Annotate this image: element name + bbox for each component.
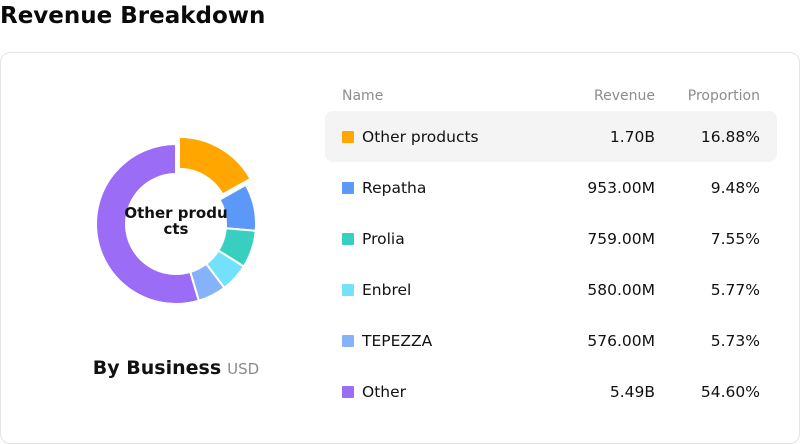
donut-chart bbox=[95, 135, 257, 305]
table-row[interactable]: Prolia 759.00M 7.55% bbox=[325, 213, 777, 264]
revenue-card: Other products By Business USD Name Reven… bbox=[0, 52, 800, 444]
chart-subtitle: By Business USD bbox=[1, 357, 351, 379]
row-name: Repatha bbox=[362, 178, 427, 197]
donut-slice-other[interactable] bbox=[95, 142, 201, 305]
legend-swatch bbox=[342, 283, 354, 296]
breakdown-table: Name Revenue Proportion Other products 1.… bbox=[325, 81, 777, 417]
legend-swatch bbox=[342, 334, 354, 347]
row-highlight bbox=[325, 111, 777, 162]
table-row[interactable]: TEPEZZA 576.00M 5.73% bbox=[325, 315, 777, 366]
table-row[interactable]: Other 5.49B 54.60% bbox=[325, 366, 777, 417]
table-row[interactable]: Enbrel 580.00M 5.77% bbox=[325, 264, 777, 315]
row-proportion: 7.55% bbox=[710, 229, 760, 248]
header-name: Name bbox=[342, 88, 384, 104]
row-revenue: 759.00M bbox=[587, 229, 655, 248]
row-proportion: 9.48% bbox=[710, 178, 760, 197]
header-proportion: Proportion bbox=[687, 88, 760, 104]
row-revenue: 1.70B bbox=[609, 127, 655, 146]
row-name: Enbrel bbox=[362, 280, 412, 299]
legend-swatch bbox=[342, 232, 354, 245]
row-revenue: 576.00M bbox=[587, 331, 655, 350]
header-revenue: Revenue bbox=[594, 88, 655, 104]
table-body: Other products 1.70B 16.88% Repatha 953.00M 9… bbox=[325, 111, 777, 417]
table-row[interactable]: Other products 1.70B 16.88% bbox=[325, 111, 777, 162]
row-proportion: 54.60% bbox=[700, 382, 760, 401]
legend-swatch bbox=[342, 385, 354, 398]
row-revenue: 580.00M bbox=[587, 280, 655, 299]
page-title: Revenue Breakdown bbox=[0, 3, 266, 29]
legend-swatch bbox=[342, 181, 354, 194]
row-proportion: 16.88% bbox=[700, 127, 760, 146]
table-header: Name Revenue Proportion bbox=[325, 81, 777, 111]
donut-slice-other-products[interactable] bbox=[178, 135, 252, 196]
row-proportion: 5.73% bbox=[710, 331, 760, 350]
row-name: Prolia bbox=[362, 229, 405, 248]
row-name: TEPEZZA bbox=[362, 331, 433, 350]
row-name: Other products bbox=[362, 127, 479, 146]
row-revenue: 5.49B bbox=[609, 382, 655, 401]
row-revenue: 953.00M bbox=[587, 178, 655, 197]
row-proportion: 5.77% bbox=[710, 280, 760, 299]
donut-center-label: Other products bbox=[124, 204, 228, 238]
unit-label: USD bbox=[227, 360, 260, 378]
legend-swatch bbox=[342, 130, 354, 143]
row-name: Other bbox=[362, 382, 407, 401]
subtitle-text: By Business bbox=[92, 357, 222, 379]
table-row[interactable]: Repatha 953.00M 9.48% bbox=[325, 162, 777, 213]
